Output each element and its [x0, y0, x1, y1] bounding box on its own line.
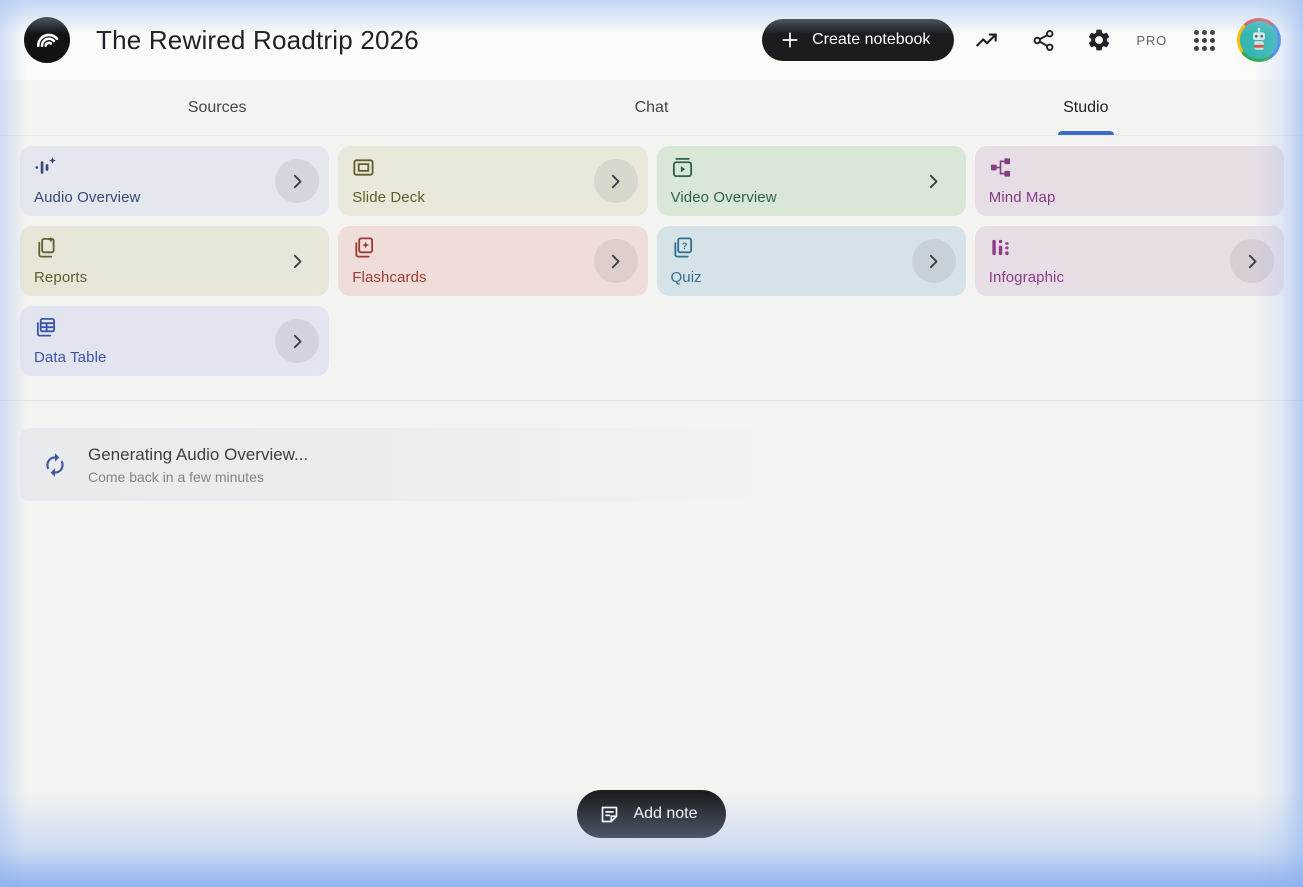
studio-tool-card-infographic[interactable]: Infographic	[974, 226, 1284, 296]
studio-tool-card-data-table[interactable]: Data Table	[20, 306, 330, 376]
notebooklm-logo[interactable]	[24, 17, 70, 63]
panel-tabbar: Sources Chat Studio	[0, 80, 1303, 136]
open-flashcards-chevron-icon[interactable]	[593, 239, 638, 283]
studio-tool-card-reports[interactable]: Reports	[20, 226, 330, 296]
studio-tool-card-mind-map[interactable]: Mind Map	[974, 146, 1284, 216]
tool-label-reports: Reports	[34, 269, 88, 286]
app-header: The Rewired Roadtrip 2026 Create noteboo…	[0, 0, 1303, 80]
report-sparkle-icon	[34, 236, 56, 258]
open-slide-deck-chevron-icon[interactable]	[593, 159, 638, 203]
studio-tool-card-video-overview[interactable]: Video Overview	[656, 146, 966, 216]
tab-sources[interactable]: Sources	[187, 98, 247, 116]
svg-text:?: ?	[681, 241, 687, 251]
tool-label-data-table: Data Table	[34, 349, 107, 366]
header-actions: Create notebook PRO	[762, 17, 1281, 63]
open-quiz-chevron-icon[interactable]	[911, 239, 956, 283]
quiz-cards-icon: ?	[671, 236, 693, 258]
add-note-label: Add note	[633, 805, 698, 822]
settings-gear-icon[interactable]	[1076, 17, 1122, 63]
add-note-button[interactable]: Add note	[577, 790, 726, 838]
create-notebook-button[interactable]: Create notebook	[762, 19, 955, 61]
share-icon[interactable]	[1020, 17, 1066, 63]
account-avatar[interactable]	[1237, 18, 1281, 62]
tab-chat[interactable]: Chat	[634, 98, 669, 116]
studio-tools-grid: Audio Overview Slide Deck Video Overview Mi…	[0, 136, 1303, 392]
pro-badge: PRO	[1136, 32, 1167, 48]
open-reports-chevron-icon[interactable]	[275, 239, 319, 283]
note-icon	[599, 804, 620, 825]
tool-label-slide-deck: Slide Deck	[352, 189, 425, 206]
mind-map-icon	[989, 156, 1011, 178]
plus-icon	[780, 30, 800, 50]
studio-footer: Add note	[0, 790, 1303, 838]
video-library-icon	[671, 156, 693, 178]
analytics-trending-icon[interactable]	[964, 17, 1010, 63]
studio-tool-card-flashcards[interactable]: Flashcards	[338, 226, 648, 296]
avatar-robot-image	[1240, 21, 1278, 59]
notebook-title[interactable]: The Rewired Roadtrip 2026	[96, 24, 419, 55]
studio-tool-card-slide-deck[interactable]: Slide Deck	[338, 146, 648, 216]
tool-label-flashcards: Flashcards	[352, 269, 427, 286]
tool-label-quiz: Quiz	[670, 269, 702, 286]
studio-divider	[0, 400, 1303, 401]
flashcards-star-icon	[352, 236, 374, 258]
generating-status-banner: Generating Audio Overview... Come back i…	[20, 428, 772, 501]
slideshow-icon	[352, 156, 374, 178]
tool-label-mind-map: Mind Map	[988, 189, 1056, 206]
open-data-table-chevron-icon[interactable]	[275, 319, 320, 363]
google-apps-grid-icon[interactable]	[1181, 17, 1227, 63]
open-video-overview-chevron-icon[interactable]	[912, 159, 956, 203]
open-infographic-chevron-icon[interactable]	[1230, 239, 1274, 283]
autorenew-spinner-icon	[42, 452, 68, 478]
tab-studio[interactable]: Studio	[869, 80, 1303, 135]
studio-tool-card-quiz[interactable]: ? Quiz	[656, 226, 966, 296]
tool-label-infographic: Infographic	[988, 269, 1065, 286]
tool-label-video-overview: Video Overview	[670, 189, 777, 206]
studio-tool-card-audio-overview[interactable]: Audio Overview	[20, 146, 330, 216]
create-notebook-label: Create notebook	[812, 31, 931, 48]
tool-label-audio-overview: Audio Overview	[34, 189, 141, 206]
open-audio-overview-chevron-icon[interactable]	[275, 159, 320, 203]
bar-chart-icon	[989, 236, 1011, 258]
audio-waveform-sparkle-icon	[34, 156, 56, 178]
data-table-icon	[34, 316, 56, 338]
generating-subtitle: Come back in a few minutes	[88, 468, 264, 485]
generating-title: Generating Audio Overview...	[88, 444, 309, 464]
